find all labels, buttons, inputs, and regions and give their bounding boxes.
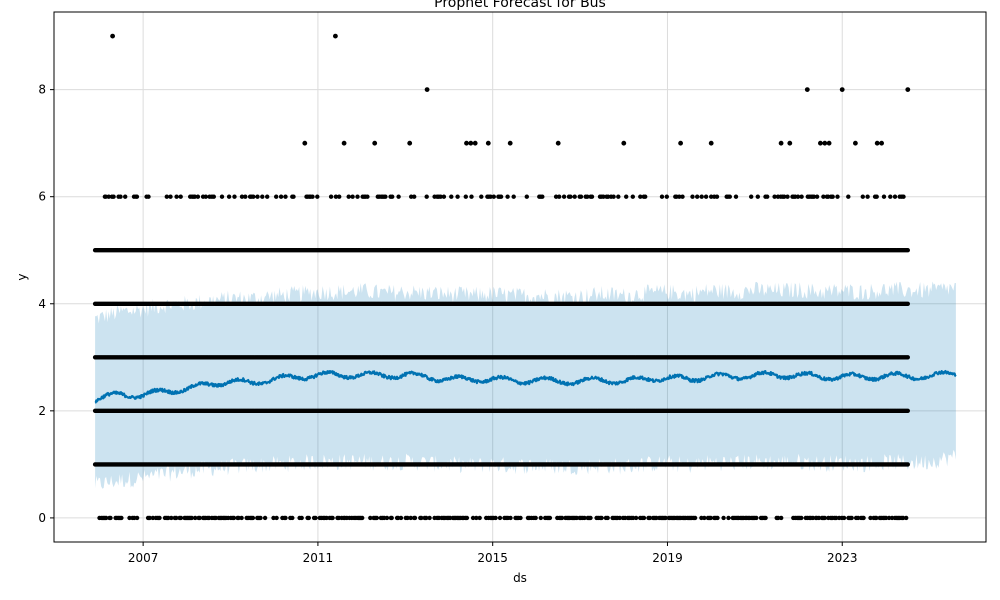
observed-points-level-4	[92, 301, 910, 307]
observed-points-level-0	[97, 515, 909, 521]
x-tick-label: 2023	[827, 551, 858, 565]
observed-point	[372, 140, 378, 146]
observed-point	[678, 140, 683, 146]
observed-point	[879, 140, 884, 146]
observed-point	[778, 140, 784, 146]
observed-point	[804, 87, 810, 92]
observed-points-layer	[92, 33, 911, 521]
observed-points-level-5	[92, 247, 910, 253]
observed-point	[853, 140, 858, 146]
observed-point	[468, 140, 474, 146]
y-tick-label: 2	[38, 404, 46, 418]
observed-point	[905, 87, 911, 92]
observed-points-level-2	[92, 408, 910, 414]
x-tick-label: 2011	[303, 551, 334, 565]
observed-point	[464, 140, 469, 146]
x-tick-label: 2019	[652, 551, 683, 565]
observed-point	[839, 87, 845, 92]
observed-point	[424, 87, 430, 92]
observed-point	[822, 140, 828, 146]
y-tick-label: 6	[38, 190, 46, 204]
y-tick-label: 8	[38, 83, 46, 97]
observed-point	[507, 140, 513, 146]
observed-points-level-1	[92, 462, 910, 467]
observed-point	[407, 140, 413, 146]
forecast-line	[94, 369, 957, 404]
observed-points-level-6	[102, 194, 906, 199]
observed-point	[472, 140, 478, 146]
observed-point	[826, 140, 832, 146]
observed-point	[708, 140, 714, 146]
observed-point	[555, 140, 561, 146]
observed-point	[818, 140, 823, 146]
y-tick-label: 0	[38, 511, 46, 525]
forecast-line-layer	[94, 369, 957, 404]
x-ticks-layer: 2007 2011 2015 2019 2023	[128, 542, 858, 565]
observed-point	[302, 140, 308, 146]
observed-point	[333, 33, 338, 39]
plot-frame	[53, 11, 987, 543]
y-ticks-layer: 0 2 4 6 8	[38, 83, 54, 525]
chart-title: Prophet Forecast for Bus	[434, 0, 606, 11]
y-axis-label: y	[15, 273, 29, 280]
observed-point	[787, 140, 793, 146]
x-axis-label: ds	[513, 571, 527, 585]
observed-point	[341, 140, 347, 146]
observed-point	[110, 33, 115, 39]
observed-point	[621, 140, 627, 146]
x-tick-label: 2015	[477, 551, 508, 565]
observed-point	[485, 140, 491, 146]
observed-points-level-3	[92, 355, 910, 360]
x-tick-label: 2007	[128, 551, 159, 565]
y-tick-label: 4	[38, 297, 46, 311]
observed-point	[874, 140, 880, 146]
